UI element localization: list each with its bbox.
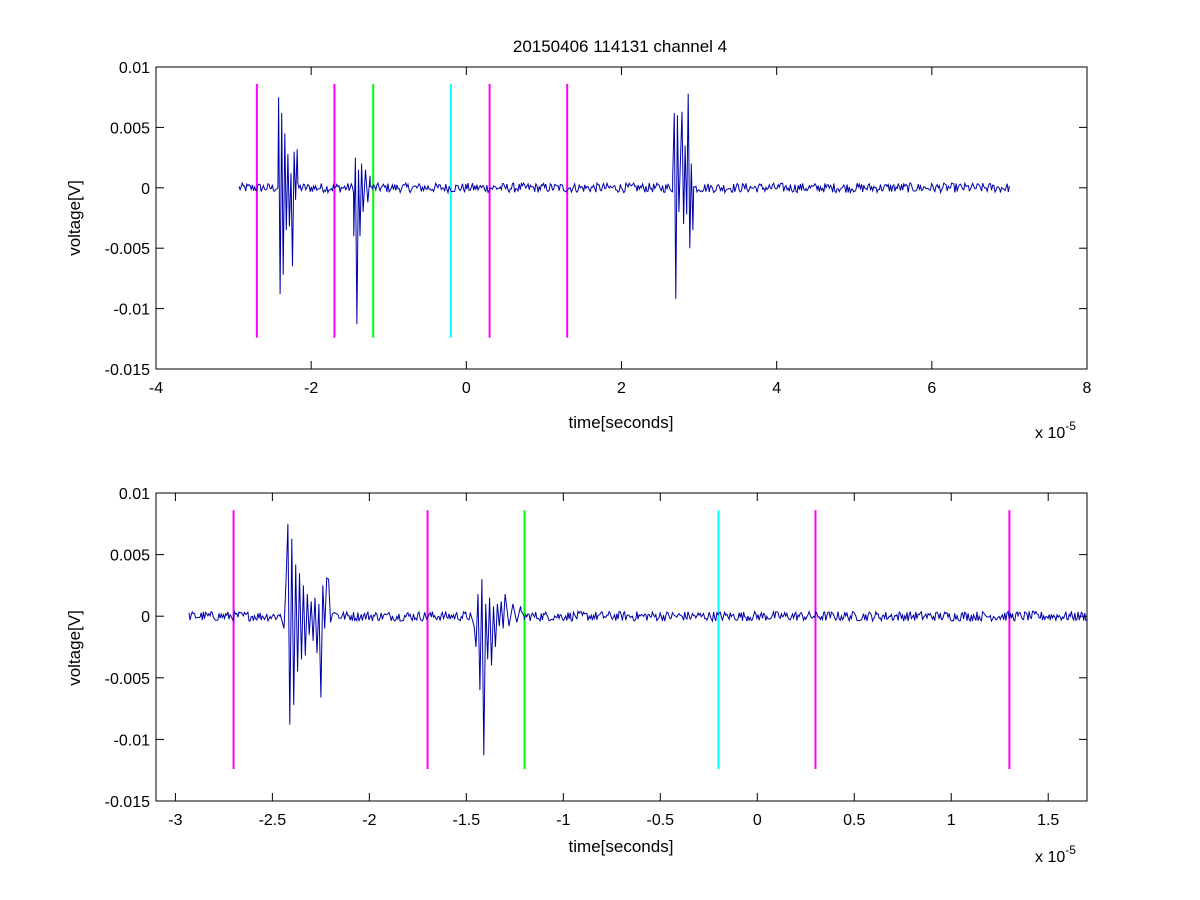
x-tick-label: -0.5 [647, 812, 675, 829]
x-tick-label: 8 [1083, 380, 1092, 397]
x-exponent-power: -5 [1065, 843, 1076, 857]
y-tick-label: 0.01 [119, 486, 150, 503]
y-tick-label: 0.005 [110, 548, 150, 565]
x-tick-label: 0 [753, 812, 762, 829]
x-tick-label: 4 [772, 380, 781, 397]
x-tick-label: -4 [149, 380, 163, 397]
x-tick-label: 0 [462, 380, 471, 397]
x-tick-label: 0.5 [843, 812, 865, 829]
x-exponent-base: x 10 [1035, 425, 1065, 442]
signal-trace [238, 93, 1010, 325]
event-markers [232, 510, 1011, 769]
figure-title: 20150406 114131 channel 4 [513, 37, 727, 56]
x-exponent-label: x 10-5 [1035, 843, 1076, 866]
x-tick-label: 2 [617, 380, 626, 397]
x-tick-label: 1.5 [1037, 812, 1059, 829]
subplot-top: -4 -2 0 2 4 6 8 -0.015 -0.01 -0.005 0 0.005 0.01 tim… [65, 60, 1092, 442]
x-axis-label: time[seconds] [569, 837, 674, 856]
y-tick-label: -0.005 [105, 241, 150, 258]
y-tick-label: 0 [141, 609, 150, 626]
x-tick-label: -1.5 [453, 812, 481, 829]
y-axis-label: voltage[V] [65, 610, 84, 686]
x-tick-label: 6 [927, 380, 936, 397]
y-tick-label: -0.015 [105, 794, 150, 811]
x-tick-label: 1 [947, 812, 956, 829]
x-tick-label: -1 [556, 812, 570, 829]
y-tick-label: 0 [141, 181, 150, 198]
signal-trace [188, 523, 1088, 756]
y-tick-label: -0.005 [105, 671, 150, 688]
event-markers [255, 83, 569, 338]
axis-ticks: -3 -2.5 -2 -1.5 -1 -0.5 0 0.5 1 1.5 -0.015 -0.01 -0.… [105, 486, 1087, 829]
y-tick-label: 0.005 [110, 120, 150, 137]
x-exponent-label: x 10-5 [1035, 419, 1076, 442]
x-exponent-power: -5 [1065, 419, 1076, 433]
axes-frame [155, 492, 1088, 802]
x-tick-label: -3 [168, 812, 182, 829]
y-axis-label: voltage[V] [65, 180, 84, 256]
x-tick-label: -2 [304, 380, 318, 397]
subplot-bottom: -3 -2.5 -2 -1.5 -1 -0.5 0 0.5 1 1.5 -0.015 -0.01 -0.… [65, 486, 1088, 866]
signal-line [238, 93, 1010, 325]
axis-ticks: -4 -2 0 2 4 6 8 -0.015 -0.01 -0.005 0 0.005 0.01 [105, 60, 1092, 397]
x-axis-label: time[seconds] [569, 413, 674, 432]
y-tick-label: -0.01 [114, 732, 151, 749]
y-tick-label: -0.015 [105, 362, 150, 379]
x-tick-label: -2.5 [259, 812, 287, 829]
y-tick-label: 0.01 [119, 60, 150, 77]
signal-line [188, 523, 1088, 756]
x-tick-label: -2 [362, 812, 376, 829]
x-exponent-base: x 10 [1035, 849, 1065, 866]
y-tick-label: -0.01 [114, 302, 151, 319]
